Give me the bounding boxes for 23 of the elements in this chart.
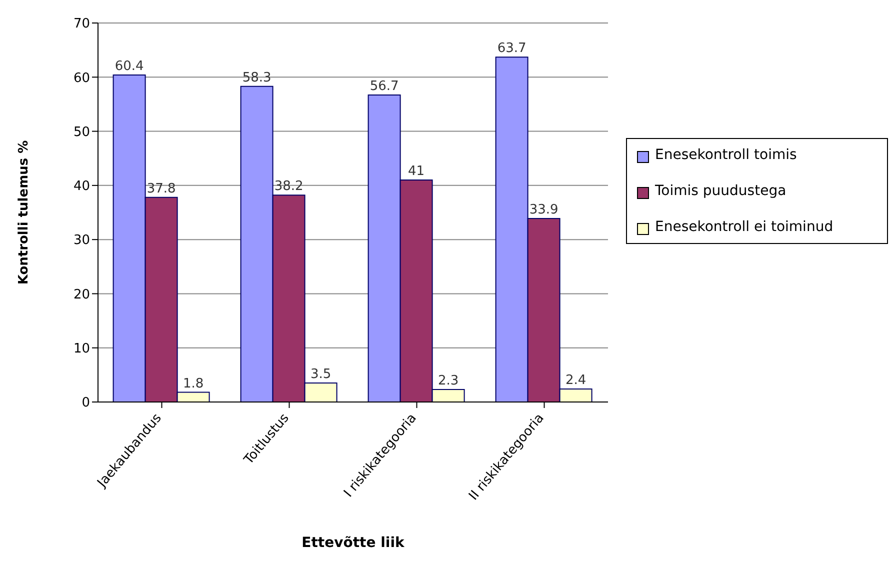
data-label: 3.5 bbox=[310, 367, 332, 382]
y-tick-label: 20 bbox=[73, 287, 90, 302]
y-tick-label: 30 bbox=[73, 233, 90, 248]
legend-label: Enesekontroll toimis bbox=[655, 147, 797, 163]
legend-label: Toimis puudustega bbox=[655, 183, 786, 199]
y-tick-label: 10 bbox=[73, 341, 90, 356]
data-label: 2.3 bbox=[438, 374, 459, 389]
data-label: 33.9 bbox=[529, 202, 558, 218]
y-tick-label: 0 bbox=[82, 396, 90, 411]
data-label: 56.7 bbox=[370, 79, 399, 94]
y-tick-label: 70 bbox=[73, 16, 90, 32]
data-label: 37.8 bbox=[146, 181, 176, 196]
y-tick-label: 50 bbox=[73, 124, 90, 140]
data-label: 60.4 bbox=[114, 58, 144, 74]
data-label: 1.8 bbox=[182, 376, 204, 392]
y-axis-title: Kontrolli tulemus % bbox=[16, 140, 32, 285]
x-axis-title: Ettevõtte liik bbox=[302, 535, 406, 551]
y-tick-label: 60 bbox=[73, 70, 90, 86]
data-label: 41 bbox=[408, 164, 425, 180]
data-label: 63.7 bbox=[497, 41, 526, 56]
data-label: 2.4 bbox=[565, 373, 586, 388]
y-tick-label: 40 bbox=[73, 179, 90, 194]
legend-label: Enesekontroll ei toiminud bbox=[655, 219, 834, 235]
